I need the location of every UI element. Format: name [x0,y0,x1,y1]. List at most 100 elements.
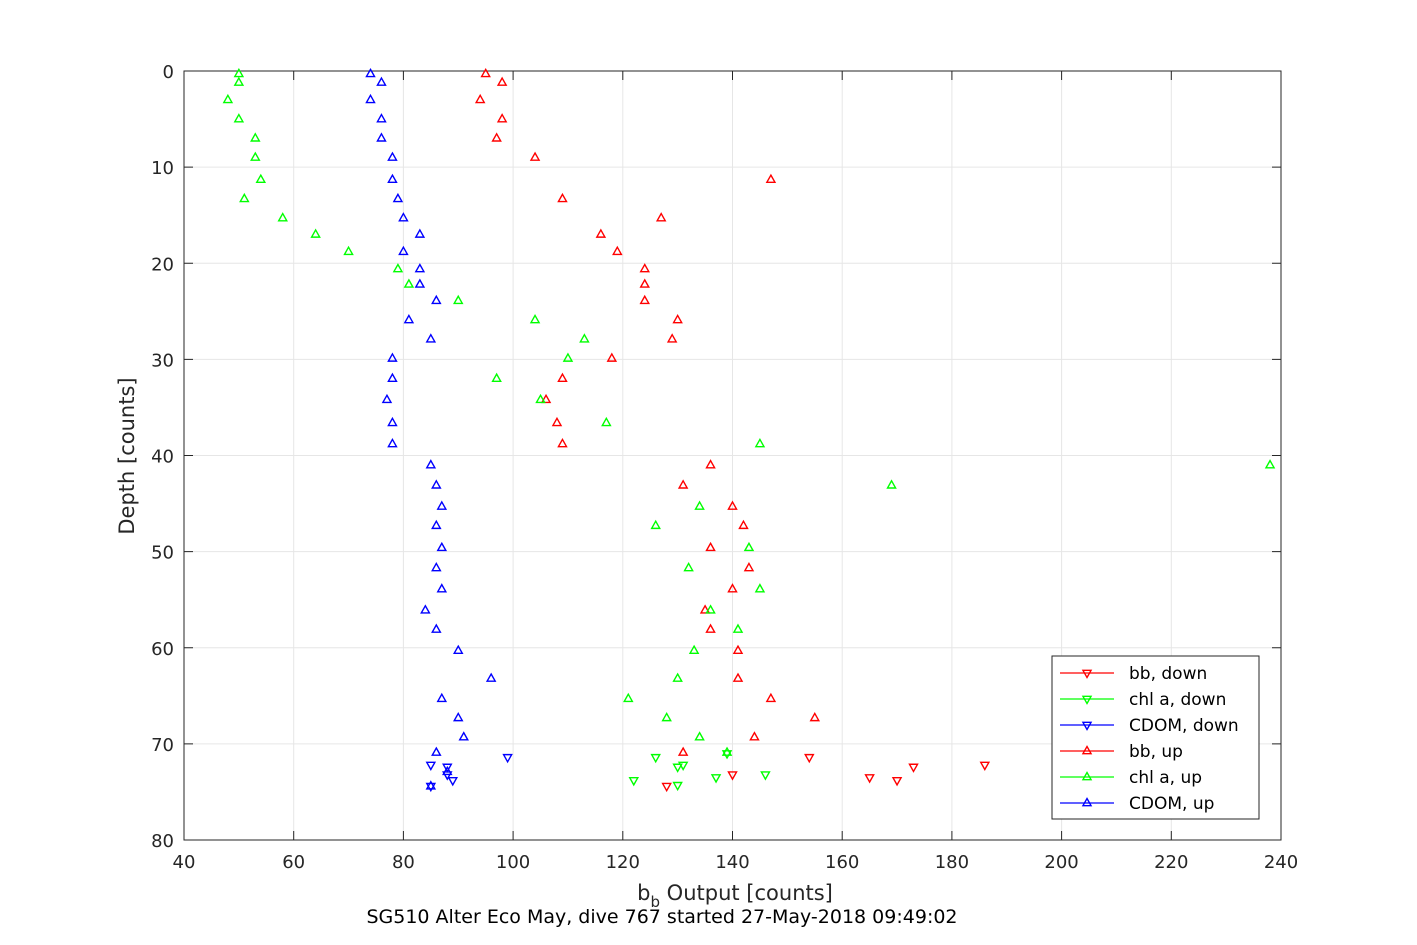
legend-marker [1081,745,1093,755]
legend-marker [1081,797,1093,807]
data-point [732,623,744,633]
data-point [677,479,689,489]
data-point [655,212,667,222]
data-point [743,562,755,572]
y-tick-label: 60 [151,639,174,660]
data-point [442,763,453,773]
data-point [387,438,398,448]
data-point [365,93,376,104]
data-point [436,583,448,593]
data-point [749,731,760,741]
data-point [502,753,513,764]
data-point [551,416,563,427]
data-point [710,774,722,784]
data-point [458,731,469,741]
data-point [453,711,464,722]
x-tick-label: 220 [1154,852,1188,873]
y-axis-label: Depth [counts] [115,377,139,534]
data-point [480,67,491,78]
data-point [886,479,897,489]
x-tick-label: 160 [825,852,859,873]
data-point [496,76,508,86]
x-axis: 40 60 80 100 120 140 160 180 200 220 240 [173,71,1298,873]
data-point [672,763,683,773]
data-point [672,672,683,682]
data-point [474,93,486,104]
data-point [727,583,738,593]
data-point [765,173,777,184]
data-point [579,333,590,343]
data-point [562,352,574,362]
data-point [425,780,437,790]
data-point [414,278,426,288]
legend-marker [1081,721,1093,731]
y-axis: 0 10 20 30 40 50 60 70 80 [151,62,1281,852]
data-point [436,541,448,552]
data-point [754,438,766,448]
legend-label: chl a, up [1129,768,1202,788]
data-point [387,416,398,427]
data-point [601,416,612,427]
series-bb-up [474,67,821,756]
data-point [250,132,261,142]
data-point [705,541,716,552]
y-tick-label: 10 [151,158,174,179]
data-point [738,519,749,530]
y-tick-label: 40 [151,447,174,468]
data-point [650,753,661,764]
data-point [535,393,546,404]
x-tick-label: 40 [173,852,196,873]
data-point [612,245,623,256]
data-point [540,393,552,404]
data-point [250,151,261,161]
x-axis-label: bb Output [counts] [637,881,833,911]
data-point [431,623,442,633]
data-point [628,777,640,787]
x-tick-label: 240 [1264,852,1298,873]
data-point [398,245,409,256]
series-cdom-up [365,67,497,790]
data-point [453,294,464,305]
data-point [529,314,541,324]
legend-label: CDOM, up [1129,794,1214,814]
data-point [277,212,288,222]
data-point [447,777,459,787]
data-point [387,372,398,382]
series-chl-a-down [628,750,771,792]
data-point [431,746,442,756]
data-point [431,562,442,572]
data-point [420,604,431,614]
data-point [743,541,755,552]
data-point [387,352,398,362]
x-tick-label: 60 [282,852,305,873]
legend-marker [1081,695,1093,705]
data-point [661,711,672,722]
data-point [425,761,437,771]
data-point [233,113,245,123]
data-point [694,731,705,741]
data-point [661,782,672,793]
y-tick-label: 70 [151,735,174,756]
data-point [381,393,393,404]
legend-item: chl a, up [1060,768,1202,788]
data-point [639,263,650,273]
legend-item: bb, up [1060,742,1183,762]
data-point [491,372,502,382]
y-tick-label: 50 [151,543,174,564]
data-point [233,67,245,78]
data-point [557,192,568,203]
data-point [496,113,508,123]
data-point [727,500,738,510]
data-point [398,212,409,222]
data-point [979,761,991,771]
data-point [760,771,771,781]
legend-marker [1081,771,1093,781]
data-point [672,314,683,324]
data-point [666,333,678,343]
data-point [557,372,568,382]
data-point [376,76,387,86]
data-point [809,711,821,722]
data-point [683,562,694,572]
x-tick-label: 180 [935,852,969,873]
